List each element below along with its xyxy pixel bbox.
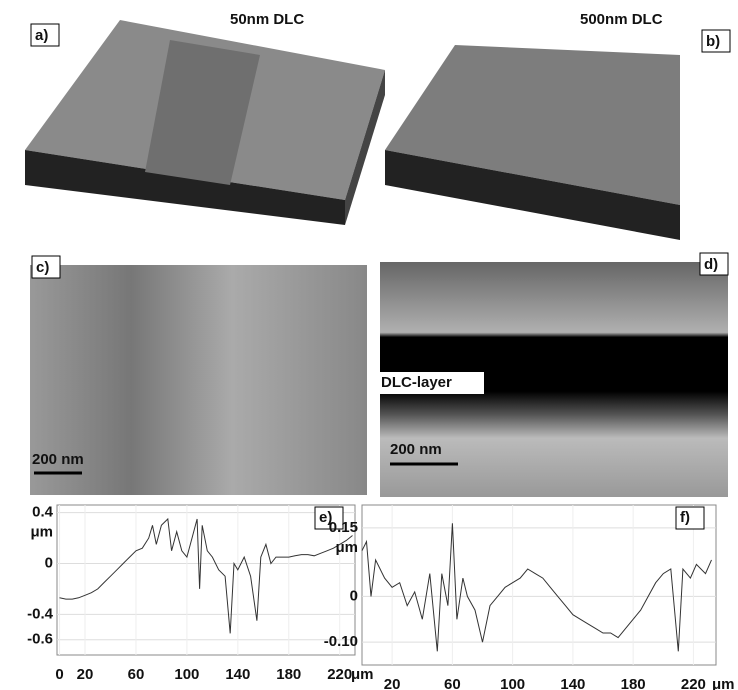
y-tick-label: 0 — [350, 587, 358, 604]
plot-area — [57, 505, 355, 655]
x-tick-label: 180 — [621, 676, 646, 690]
panel-title: 500nm DLC — [580, 11, 663, 28]
x-tick-label: 100 — [174, 666, 199, 683]
x-tick-label: 20 — [384, 676, 401, 690]
panel-b-image — [385, 45, 680, 240]
figure: a) 50nm DLC b) 500nm DLC c) 200 nm d) DL… — [0, 0, 738, 690]
panel-label: d) — [704, 256, 718, 273]
scale-label: 200 nm — [390, 441, 442, 458]
x-tick-label: 220 — [327, 666, 352, 683]
y-tick-label: -0.6 — [27, 631, 53, 648]
y-tick-label: -0.4 — [27, 605, 54, 622]
y-tick-label: 0 — [45, 554, 53, 571]
panel-title: 50nm DLC — [230, 11, 304, 28]
x-tick-label: 180 — [276, 666, 301, 683]
scale-label: 200 nm — [32, 451, 84, 468]
x-tick-label: 140 — [225, 666, 250, 683]
panel-a-image — [25, 20, 385, 225]
y-tick-label: -0.10 — [324, 633, 358, 650]
plot-area — [362, 505, 716, 665]
x-tick-label: 0 — [55, 666, 63, 683]
x-tick-label: 100 — [500, 676, 525, 690]
y-tick-label: 0.15 — [329, 519, 358, 536]
panel-label: b) — [706, 33, 720, 50]
x-axis-label: μm — [712, 676, 735, 690]
x-tick-label: 20 — [77, 666, 94, 683]
x-tick-label: 220 — [681, 676, 706, 690]
x-tick-label: 140 — [560, 676, 585, 690]
y-axis-label: μm — [30, 524, 53, 541]
x-axis-label: μm — [351, 666, 374, 683]
panel-label: a) — [35, 27, 48, 44]
x-tick-label: 60 — [444, 676, 461, 690]
annotation: DLC-layer — [381, 374, 452, 391]
panel-label: f) — [680, 509, 690, 526]
panel-label: c) — [36, 259, 49, 276]
y-tick-label: 0.4 — [32, 504, 54, 521]
y-axis-label: μm — [335, 539, 358, 556]
x-tick-label: 60 — [128, 666, 145, 683]
